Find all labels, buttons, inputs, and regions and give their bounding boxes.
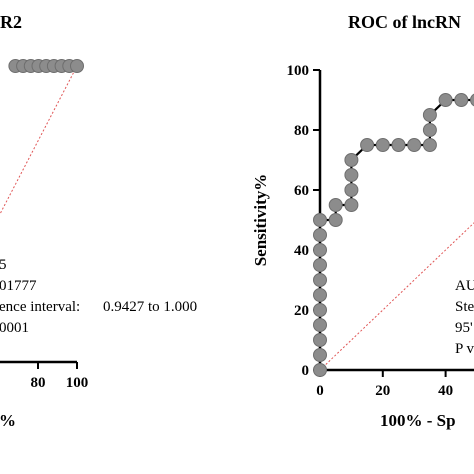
roc-point (344, 153, 359, 167)
roc-point (313, 318, 327, 332)
right-stat-line: AU (455, 278, 474, 294)
y-tick-label: 20 (294, 303, 309, 319)
reference-diagonal-line (0, 65, 78, 216)
right-y-axis-label: Sensitivity% (251, 174, 270, 267)
left-x-axis-label: % (0, 411, 16, 430)
right-roc-panel: ROC of lncRN 0 20 40 60 80 100 0 20 40 Sensitiv… (251, 12, 474, 430)
roc-point (407, 138, 422, 152)
roc-point (454, 93, 469, 107)
roc-point (360, 138, 375, 152)
right-stat-line: Ste (455, 299, 474, 315)
roc-point (313, 213, 327, 227)
roc-point (70, 59, 84, 73)
left-stat-line: 0.9427 to 1.000 (103, 299, 197, 315)
left-plot-area (0, 59, 84, 216)
roc-point (313, 348, 327, 362)
right-chart-title: ROC of lncRN (348, 12, 461, 32)
y-tick-label: 80 (294, 123, 309, 139)
y-tick-label: 100 (287, 63, 310, 79)
right-plot-area (313, 93, 474, 377)
roc-point (344, 198, 359, 212)
y-tick-label: 60 (294, 183, 309, 199)
roc-point (313, 333, 327, 347)
left-stat-line: ence interval: (0, 299, 80, 315)
roc-point (344, 168, 359, 182)
y-tick-label: 0 (302, 363, 310, 379)
roc-point (313, 363, 327, 377)
left-stat-line: 01777 (0, 278, 37, 294)
roc-point (422, 138, 437, 152)
left-x-tick-label: 80 (31, 375, 46, 391)
roc-point (313, 228, 327, 242)
roc-point (375, 138, 390, 152)
right-x-axis-label: 100% - Sp (380, 411, 456, 430)
x-tick-label: 40 (438, 383, 453, 399)
roc-point (313, 288, 327, 302)
roc-point (422, 108, 437, 122)
roc-point (313, 303, 327, 317)
roc-point (313, 243, 327, 257)
left-stat-line: 0001 (0, 320, 29, 336)
right-y-ticks: 0 20 40 60 80 100 (287, 63, 320, 379)
right-x-ticks: 0 20 40 (316, 370, 453, 399)
left-chart-title: ESR2 (0, 12, 22, 32)
roc-point (328, 198, 343, 212)
roc-point (438, 93, 453, 107)
reference-diagonal-line (319, 222, 474, 371)
roc-point (328, 213, 343, 227)
roc-point (344, 183, 359, 197)
left-x-tick-label: 100 (66, 375, 89, 391)
roc-point (391, 138, 406, 152)
x-tick-label: 20 (375, 383, 390, 399)
right-stat-line: 95' (455, 320, 473, 336)
roc-point (313, 273, 327, 287)
left-stat-line: 5 (0, 257, 7, 273)
roc-point (313, 258, 327, 272)
right-stat-line: P v (455, 341, 474, 357)
left-roc-panel: ESR2 80 100 % 5 01777 ence interval: 0.9… (0, 12, 197, 430)
x-tick-label: 0 (316, 383, 324, 399)
roc-point (422, 123, 437, 137)
y-tick-label: 40 (294, 243, 309, 259)
roc-point (470, 93, 474, 107)
